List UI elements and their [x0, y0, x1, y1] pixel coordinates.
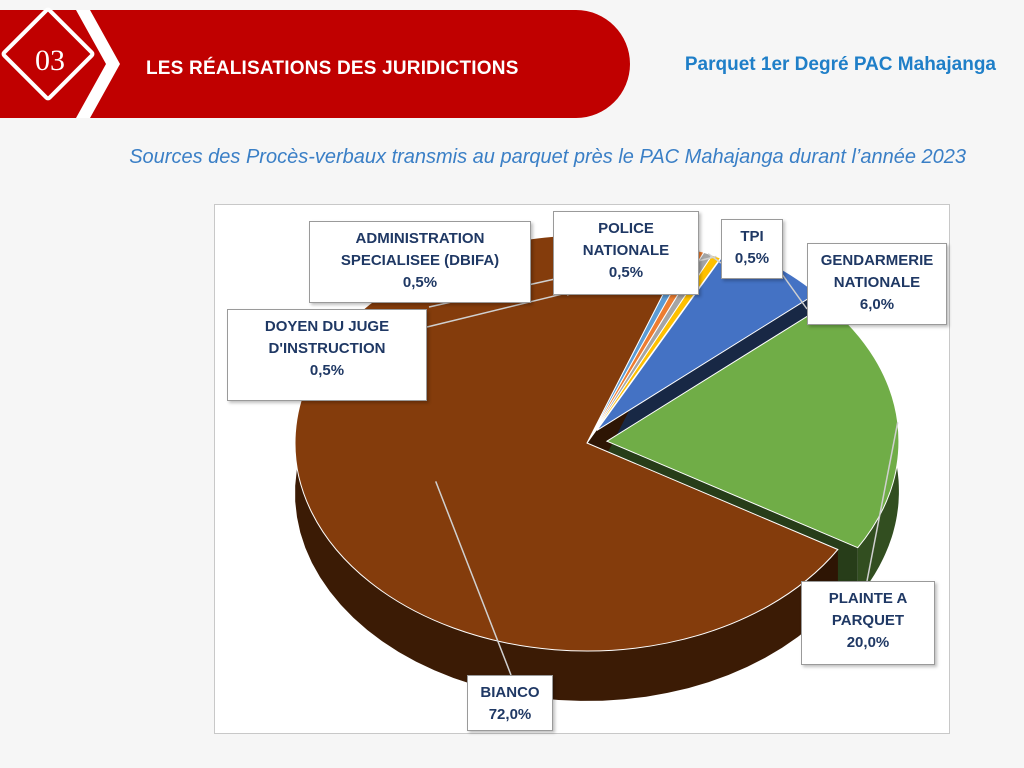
callout-label-line: ADMINISTRATION [355, 230, 485, 247]
callout-gendarmerie: GENDARMERIE NATIONALE 6,0% [807, 243, 947, 325]
callout-label-line: SPECIALISEE (DBIFA) [340, 252, 500, 269]
leader-line [866, 422, 899, 582]
callout-administration: ADMINISTRATION SPECIALISEE (DBIFA) 0,5% [309, 221, 531, 303]
callout-plainte: PLAINTE A PARQUET 20,0% [801, 581, 935, 665]
section-title: LES RÉALISATIONS DES JURIDICTIONS [146, 58, 519, 79]
callout-police: POLICE NATIONALE 0,5% [553, 211, 699, 295]
pie-chart-frame: ADMINISTRATION SPECIALISEE (DBIFA) 0,5% … [214, 204, 950, 734]
callout-percent: 6,0% [859, 296, 895, 313]
callout-label-line: TPI [740, 228, 764, 245]
callout-label-line: POLICE [598, 220, 654, 237]
callout-label-line: BIANCO [480, 684, 540, 701]
callout-percent: 0,5% [309, 362, 345, 379]
callout-label-line: NATIONALE [833, 274, 921, 291]
callout-label-line: DOYEN DU JUGE [264, 318, 390, 335]
callout-tpi: TPI 0,5% [721, 219, 783, 279]
pie-chart [294, 234, 900, 701]
callout-label-line: NATIONALE [582, 242, 670, 259]
callout-label-line: D'INSTRUCTION [268, 340, 386, 357]
callout-label-line: GENDARMERIE [820, 252, 934, 269]
callout-percent: 72,0% [488, 706, 532, 723]
callout-bianco: BIANCO 72,0% [467, 675, 553, 731]
callout-percent: 0,5% [608, 264, 644, 281]
callout-doyen: DOYEN DU JUGE D'INSTRUCTION 0,5% [227, 309, 427, 401]
callout-percent: 20,0% [846, 634, 890, 651]
section-header-bar [0, 10, 630, 118]
jurisdiction-subtitle: Parquet 1er Degré PAC Mahajanga [684, 54, 996, 75]
section-number: 03 [35, 44, 65, 77]
callout-label-line: PLAINTE A [828, 590, 908, 607]
leader-line [707, 253, 722, 264]
callout-percent: 0,5% [402, 274, 438, 291]
header-chevron-icon [76, 10, 120, 118]
callout-percent: 0,5% [734, 250, 770, 267]
leader-line [435, 481, 512, 676]
callout-label-line: PARQUET [831, 612, 905, 629]
chart-title: Sources des Procès-verbaux transmis au p… [129, 146, 966, 168]
